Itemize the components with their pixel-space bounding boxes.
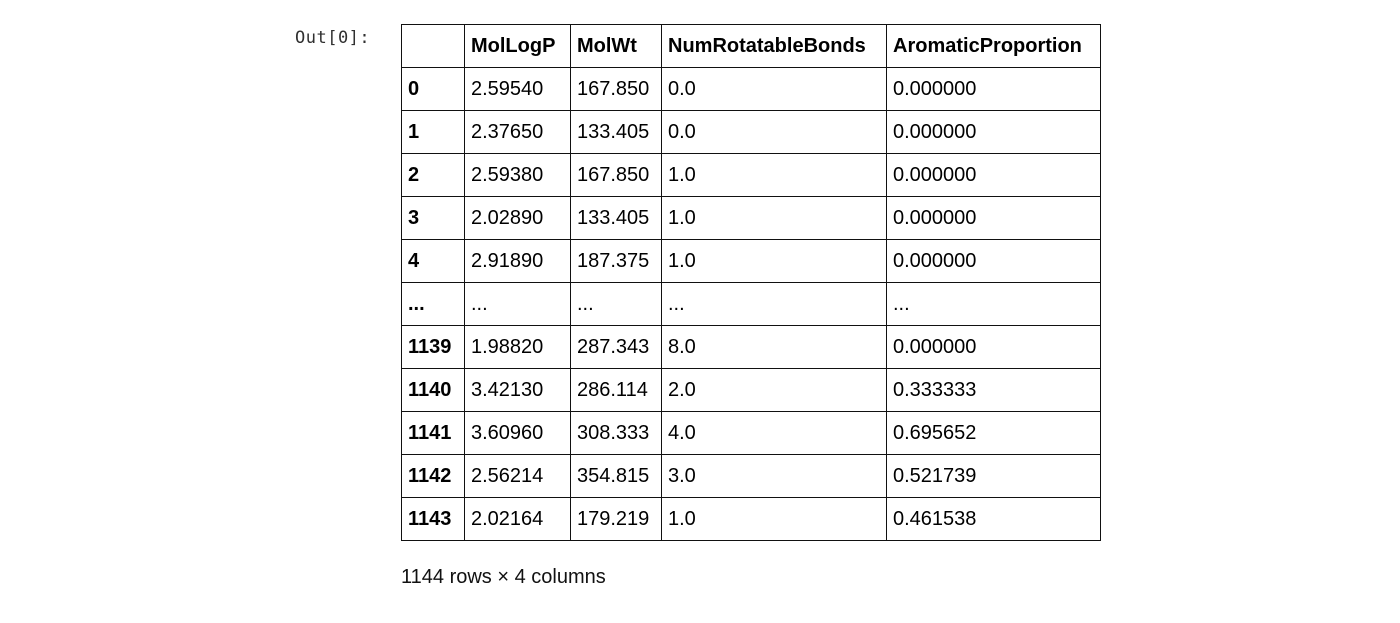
table-cell: 1.0: [661, 239, 887, 283]
dataframe-shape: 1144 rows × 4 columns: [401, 566, 606, 588]
table-cell: 3.42130: [464, 368, 571, 412]
table-cell: ...: [661, 282, 887, 326]
table-cell: 2.91890: [464, 239, 571, 283]
table-cell: 1.0: [661, 497, 887, 541]
table-cell: 167.850: [570, 153, 662, 197]
table-row: 0 2.59540 167.850 0.0 0.000000: [401, 67, 1101, 111]
column-header: MolWt: [570, 24, 662, 68]
table-cell: 2.59380: [464, 153, 571, 197]
table-cell: 3.0: [661, 454, 887, 498]
row-index: 4: [401, 239, 465, 283]
table-cell: 133.405: [570, 196, 662, 240]
row-index: ...: [401, 282, 465, 326]
table-cell: 3.60960: [464, 411, 571, 455]
table-cell: 0.000000: [886, 67, 1101, 111]
table-row: 4 2.91890 187.375 1.0 0.000000: [401, 239, 1101, 283]
table-cell: ...: [464, 282, 571, 326]
table-row: 2 2.59380 167.850 1.0 0.000000: [401, 153, 1101, 197]
table-cell: 1.98820: [464, 325, 571, 369]
header-row: MolLogP MolWt NumRotatableBonds Aromatic…: [401, 24, 1101, 68]
table-cell: 133.405: [570, 110, 662, 154]
table-cell: 308.333: [570, 411, 662, 455]
index-header: [401, 24, 465, 68]
output-prompt: Out[0]:: [295, 28, 371, 48]
table-cell: 187.375: [570, 239, 662, 283]
column-header: NumRotatableBonds: [661, 24, 887, 68]
table-cell: 0.000000: [886, 325, 1101, 369]
table-cell: 2.59540: [464, 67, 571, 111]
row-index: 1141: [401, 411, 465, 455]
row-index: 1140: [401, 368, 465, 412]
table-cell: 0.000000: [886, 239, 1101, 283]
column-header: MolLogP: [464, 24, 571, 68]
row-index: 2: [401, 153, 465, 197]
column-header: AromaticProportion: [886, 24, 1101, 68]
row-index: 1143: [401, 497, 465, 541]
table-cell: 0.461538: [886, 497, 1101, 541]
table-cell: 167.850: [570, 67, 662, 111]
table-cell: 2.56214: [464, 454, 571, 498]
table-row: 1139 1.98820 287.343 8.0 0.000000: [401, 325, 1101, 369]
table-cell: 1.0: [661, 196, 887, 240]
table-cell: 0.0: [661, 110, 887, 154]
table-row: 1140 3.42130 286.114 2.0 0.333333: [401, 368, 1101, 412]
table-cell: 0.000000: [886, 196, 1101, 240]
table-cell: 179.219: [570, 497, 662, 541]
row-index: 1139: [401, 325, 465, 369]
table-cell: 1.0: [661, 153, 887, 197]
dataframe-table: MolLogP MolWt NumRotatableBonds Aromatic…: [401, 24, 1101, 541]
table-cell: 286.114: [570, 368, 662, 412]
table-cell: 287.343: [570, 325, 662, 369]
table-cell: 0.0: [661, 67, 887, 111]
table-row: ...............: [401, 282, 1101, 326]
table-cell: 2.02164: [464, 497, 571, 541]
table-row: 3 2.02890 133.405 1.0 0.000000: [401, 196, 1101, 240]
table-cell: 0.000000: [886, 153, 1101, 197]
table-cell: 2.0: [661, 368, 887, 412]
table-cell: 0.695652: [886, 411, 1101, 455]
cell-output: MolLogP MolWt NumRotatableBonds Aromatic…: [401, 24, 1101, 589]
row-index: 3: [401, 196, 465, 240]
row-index: 1: [401, 110, 465, 154]
table-cell: 354.815: [570, 454, 662, 498]
table-cell: 8.0: [661, 325, 887, 369]
table-row: 1141 3.60960 308.333 4.0 0.695652: [401, 411, 1101, 455]
table-row: 1 2.37650 133.405 0.0 0.000000: [401, 110, 1101, 154]
table-cell: 0.000000: [886, 110, 1101, 154]
table-cell: ...: [886, 282, 1101, 326]
table-row: 1143 2.02164 179.219 1.0 0.461538: [401, 497, 1101, 541]
table-cell: ...: [570, 282, 662, 326]
table-cell: 2.02890: [464, 196, 571, 240]
table-cell: 2.37650: [464, 110, 571, 154]
table-cell: 0.521739: [886, 454, 1101, 498]
row-index: 1142: [401, 454, 465, 498]
row-index: 0: [401, 67, 465, 111]
table-row: 1142 2.56214 354.815 3.0 0.521739: [401, 454, 1101, 498]
table-cell: 4.0: [661, 411, 887, 455]
table-cell: 0.333333: [886, 368, 1101, 412]
